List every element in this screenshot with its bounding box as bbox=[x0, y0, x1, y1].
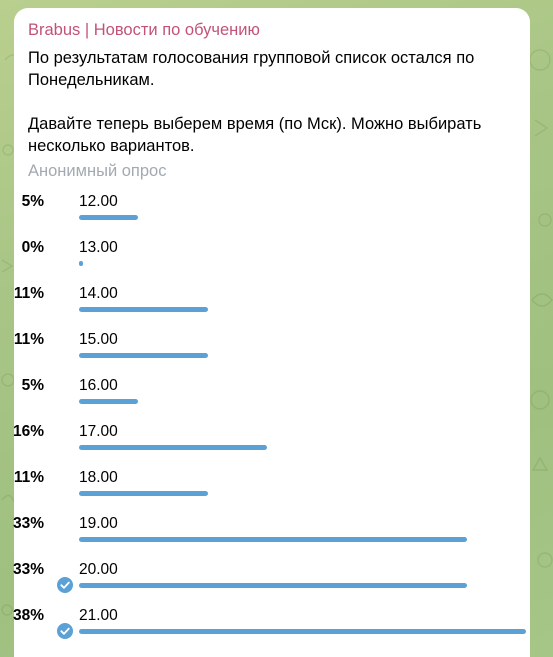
check-icon bbox=[57, 577, 73, 593]
message-bubble: Brabus | Новости по обучению По результа… bbox=[13, 8, 530, 657]
poll-bar-track bbox=[79, 353, 526, 358]
poll-bar-track bbox=[79, 215, 526, 220]
poll-option-percent: 38% bbox=[12, 607, 44, 624]
poll-bar-fill bbox=[79, 445, 268, 450]
poll-bar-track bbox=[79, 491, 526, 496]
poll-bar-fill bbox=[79, 399, 138, 404]
poll-bar-track bbox=[79, 261, 526, 266]
poll-option[interactable]: 11% 15.00 bbox=[14, 330, 514, 376]
poll-option[interactable]: 11% 18.00 bbox=[14, 468, 514, 514]
check-icon bbox=[57, 623, 73, 639]
poll-bar-track bbox=[79, 583, 526, 588]
poll-option-label: 14.00 bbox=[79, 285, 118, 302]
poll-bar-fill bbox=[79, 583, 468, 588]
poll-option-percent: 0% bbox=[21, 239, 44, 256]
poll-option-percent: 16% bbox=[12, 423, 44, 440]
sender-name[interactable]: Brabus | Новости по обучению bbox=[28, 21, 260, 39]
poll-bar-track bbox=[79, 399, 526, 404]
poll-bar-track bbox=[79, 445, 526, 450]
poll-option-label: 21.00 bbox=[79, 607, 118, 624]
poll-option-label: 12.00 bbox=[79, 193, 118, 210]
poll-option[interactable]: 33% 20.00 bbox=[13, 560, 514, 606]
poll-bar-fill bbox=[79, 261, 83, 266]
poll-bar-track bbox=[79, 307, 526, 312]
poll-option-label: 17.00 bbox=[79, 423, 118, 440]
poll-option-label: 16.00 bbox=[79, 377, 118, 394]
poll-type-label: Анонимный опрос bbox=[28, 162, 167, 180]
poll-option-label: 15.00 bbox=[79, 331, 118, 348]
poll-option-percent: 11% bbox=[13, 285, 44, 302]
poll-option-percent: 33% bbox=[12, 561, 44, 578]
poll-bar-fill bbox=[79, 215, 138, 220]
poll-option-label: 20.00 bbox=[79, 561, 118, 578]
poll-option-label: 19.00 bbox=[79, 515, 118, 532]
poll-option-percent: 5% bbox=[21, 377, 44, 394]
poll-bar-fill bbox=[79, 353, 209, 358]
poll-option[interactable]: 5% 16.00 bbox=[22, 376, 514, 422]
message-text: По результатам голосования групповой спи… bbox=[28, 49, 482, 155]
poll-options: 5% 12.00 0% 13.00 11% 14.00 11% 15.00 5%… bbox=[13, 192, 526, 652]
poll-option-label: 18.00 bbox=[79, 469, 118, 486]
poll-option[interactable]: 16% 17.00 bbox=[13, 422, 514, 468]
poll-option[interactable]: 38% 21.00 bbox=[13, 606, 526, 652]
poll-option[interactable]: 33% 19.00 bbox=[13, 514, 514, 560]
poll-bar-fill bbox=[79, 307, 209, 312]
poll-option-label: 13.00 bbox=[79, 239, 118, 256]
poll-bar-fill bbox=[79, 629, 526, 634]
poll-option[interactable]: 0% 13.00 bbox=[22, 238, 514, 284]
poll-option-percent: 11% bbox=[13, 469, 44, 486]
poll-bar-track bbox=[79, 629, 526, 634]
poll-option[interactable]: 11% 14.00 bbox=[14, 284, 514, 330]
poll-option-percent: 33% bbox=[12, 515, 44, 532]
poll-bar-fill bbox=[79, 537, 468, 542]
poll-option[interactable]: 5% 12.00 bbox=[22, 192, 514, 238]
poll-option-percent: 11% bbox=[13, 331, 44, 348]
poll-bar-fill bbox=[79, 491, 209, 496]
poll-option-percent: 5% bbox=[21, 193, 44, 210]
poll-bar-track bbox=[79, 537, 526, 542]
